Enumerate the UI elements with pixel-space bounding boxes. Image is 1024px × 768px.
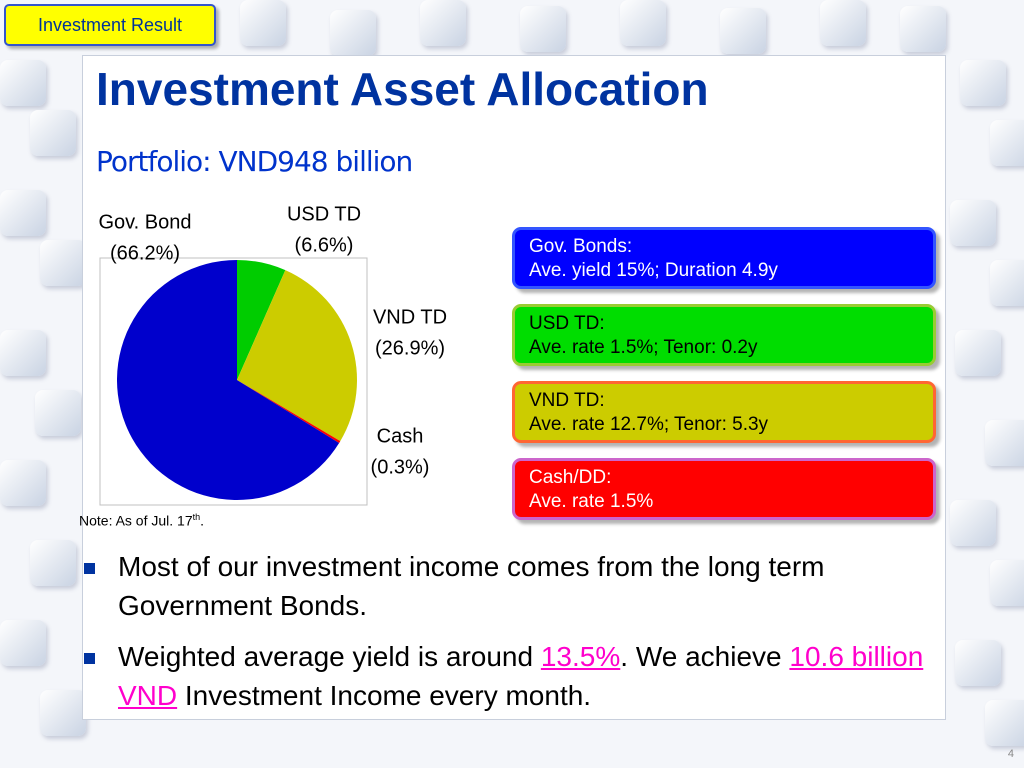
slice-label: Cash (377, 425, 424, 447)
pie-slice (237, 270, 357, 442)
cube (0, 620, 46, 666)
cube (0, 330, 46, 376)
cube (30, 540, 76, 586)
section-tag: Investment Result (4, 4, 216, 46)
pie-slice (237, 260, 286, 380)
page-number: 4 (1007, 748, 1014, 760)
info-box-text: Ave. rate 1.5%; Tenor: 0.2y (529, 337, 758, 358)
bullet: Weighted average yield is around 13.5%. … (118, 637, 938, 715)
slice-label: USD TD (287, 203, 361, 225)
cube (950, 500, 996, 546)
cube (30, 110, 76, 156)
cube (950, 200, 996, 246)
cube (40, 240, 86, 286)
bullet-text: . We achieve (620, 641, 790, 672)
cube (990, 560, 1024, 606)
cube (955, 640, 1001, 686)
bullet: Most of our investment income comes from… (118, 547, 938, 625)
cube (330, 10, 376, 56)
slice-value-label: (26.9%) (375, 337, 445, 359)
cube (240, 0, 286, 46)
note-superscript: th (192, 512, 201, 522)
cube (35, 390, 81, 436)
cube (40, 690, 86, 736)
cube (620, 0, 666, 46)
note: Note: As of Jul. 17th. (79, 512, 204, 529)
slice-value-label: (6.6%) (295, 234, 354, 256)
bullet-text: Weighted average yield is around (118, 641, 541, 672)
cube (960, 60, 1006, 106)
cube (900, 6, 946, 52)
cube (820, 0, 866, 46)
info-box-title: Cash/DD: (529, 467, 612, 488)
info-box-text: Ave. yield 15%; Duration 4.9y (529, 260, 778, 281)
info-box-title: Gov. Bonds: (529, 236, 633, 257)
bullet-marker (84, 563, 95, 574)
cube (0, 460, 46, 506)
info-box-title: VND TD: (529, 390, 605, 411)
cube (990, 120, 1024, 166)
pie-slice (237, 380, 341, 444)
note-end: . (200, 512, 205, 529)
bullet-text: Investment Income every month. (177, 680, 592, 711)
slide-subtitle: Portfolio: VND948 billion (96, 145, 413, 178)
bullet-marker (84, 653, 95, 664)
slice-label: VND TD (373, 306, 447, 328)
info-box-title: USD TD: (529, 313, 605, 334)
info-box: Cash/DD: Ave. rate 1.5% (512, 458, 936, 520)
slice-label: Gov. Bond (98, 211, 191, 233)
cube (990, 260, 1024, 306)
cube (985, 420, 1024, 466)
info-box: Gov. Bonds: Ave. yield 15%; Duration 4.9y (512, 227, 936, 289)
cube (0, 190, 46, 236)
slice-value-label: (0.3%) (371, 456, 430, 478)
info-box: VND TD: Ave. rate 12.7%; Tenor: 5.3y (512, 381, 936, 443)
cube (720, 8, 766, 54)
cube (955, 330, 1001, 376)
info-box: USD TD: Ave. rate 1.5%; Tenor: 0.2y (512, 304, 936, 366)
info-box-text: Ave. rate 1.5% (529, 491, 654, 512)
highlight: 10.6 billion VND (118, 641, 924, 711)
cube (420, 0, 466, 46)
highlight: 13.5% (540, 641, 621, 672)
slide-title: Investment Asset Allocation (96, 63, 709, 115)
info-box-text: Ave. rate 12.7%; Tenor: 5.3y (529, 414, 769, 435)
pie-slice (117, 260, 340, 500)
slice-value-label: (66.2%) (110, 242, 180, 264)
bullet-text: Most of our investment income comes from… (118, 551, 825, 621)
cube (520, 6, 566, 52)
cube (0, 60, 46, 106)
note-text: Note: As of Jul. 17 (79, 512, 193, 529)
cube (985, 700, 1024, 746)
